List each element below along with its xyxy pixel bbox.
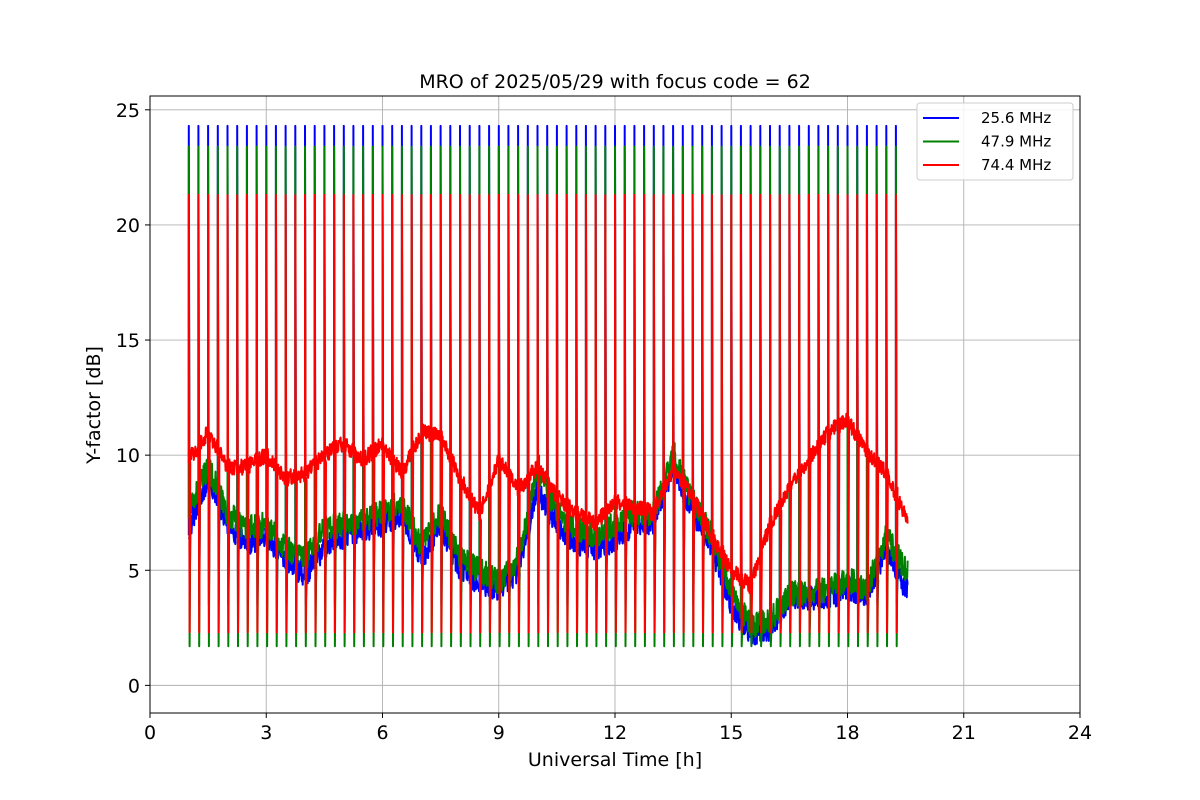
y-tick-label: 5 [128, 560, 140, 582]
x-tick-label: 24 [1068, 722, 1092, 744]
series-line-2 [187, 194, 909, 634]
axis-ticks: 0 3 6 9 12 15 18 21 24 0 5 10 15 20 25 [116, 100, 1092, 744]
y-tick-label: 15 [116, 330, 140, 352]
chart-title: MRO of 2025/05/29 with focus code = 62 [419, 71, 811, 93]
y-tick-label: 0 [128, 675, 140, 697]
legend-label: 25.6 MHz [981, 109, 1051, 127]
y-tick-label: 25 [116, 100, 140, 122]
x-tick-label: 6 [376, 722, 388, 744]
x-tick-label: 21 [952, 722, 976, 744]
plot-series [187, 124, 909, 648]
y-tick-label: 10 [116, 445, 140, 467]
x-axis-label: Universal Time [h] [528, 749, 702, 771]
legend: 25.6 MHz 47.9 MHz 74.4 MHz [916, 102, 1074, 181]
y-axis-label: Y-factor [dB] [83, 346, 105, 465]
x-tick-label: 12 [603, 722, 627, 744]
x-tick-label: 9 [493, 722, 505, 744]
x-tick-label: 18 [835, 722, 859, 744]
x-tick-label: 3 [260, 722, 272, 744]
legend-label: 47.9 MHz [981, 133, 1051, 151]
legend-box [916, 102, 1074, 181]
x-tick-label: 15 [719, 722, 743, 744]
legend-label: 74.4 MHz [981, 156, 1051, 174]
x-tick-label: 0 [144, 722, 156, 744]
y-tick-label: 20 [116, 215, 140, 237]
